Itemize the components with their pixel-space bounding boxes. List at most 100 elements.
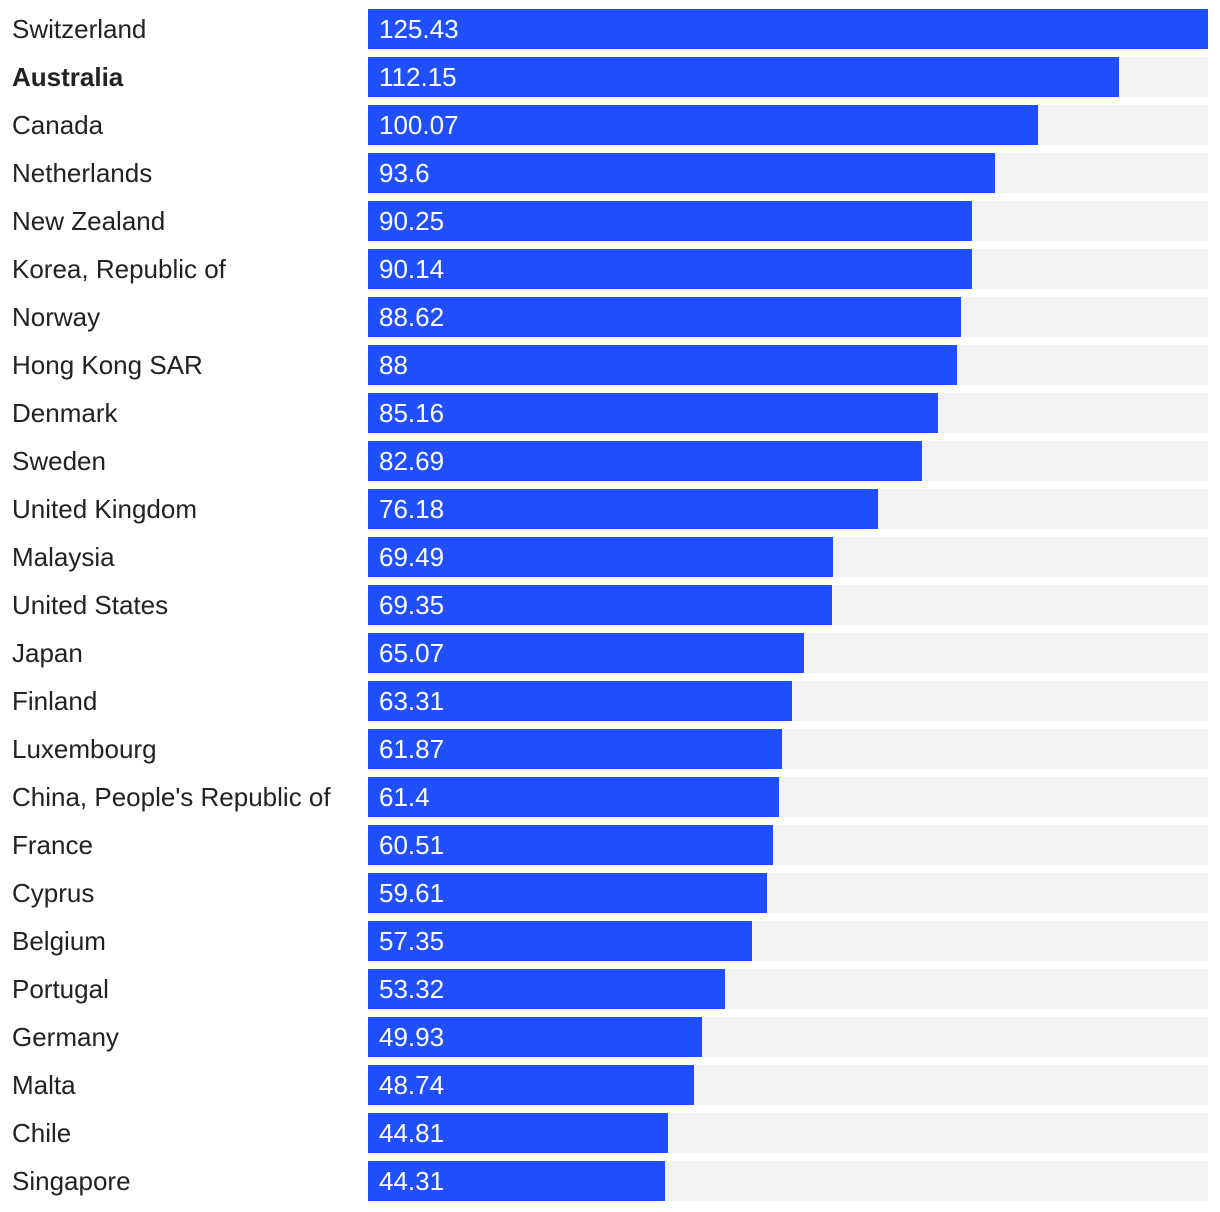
category-label: Malta (12, 1070, 76, 1100)
category-label: United Kingdom (12, 494, 197, 524)
bar-row: Portugal 53.32 (0, 969, 1220, 1009)
bar: 65.07 (368, 633, 804, 673)
category-label: Denmark (12, 398, 118, 428)
category-label: Finland (12, 686, 98, 716)
bar-row: United Kingdom 76.18 (0, 489, 1220, 529)
bar: 112.15 (368, 57, 1119, 97)
bar-row: Hong Kong SAR 88 (0, 345, 1220, 385)
bar-track: 82.69 (368, 441, 1208, 481)
data-label: 44.81 (379, 1118, 445, 1148)
data-label: 48.74 (379, 1070, 445, 1100)
bar-track: 88.62 (368, 297, 1208, 337)
bar-row: Canada 100.07 (0, 105, 1220, 145)
data-label: 61.87 (379, 734, 445, 764)
bar-row: Norway 88.62 (0, 297, 1220, 337)
data-label: 49.93 (379, 1022, 445, 1052)
bar: 93.6 (368, 153, 995, 193)
bar: 88 (368, 345, 957, 385)
data-label: 100.07 (379, 110, 459, 140)
bar-row: United States 69.35 (0, 585, 1220, 625)
bar-row: Malaysia 69.49 (0, 537, 1220, 577)
bar: 125.43 (368, 9, 1208, 49)
category-label: Germany (12, 1022, 119, 1052)
bar: 61.87 (368, 729, 782, 769)
data-label: 60.51 (379, 830, 445, 860)
bar-track: 48.74 (368, 1065, 1208, 1105)
category-label: Switzerland (12, 14, 147, 44)
data-label: 93.6 (379, 158, 430, 188)
bar-track: 90.14 (368, 249, 1208, 289)
category-label: Belgium (12, 926, 106, 956)
data-label: 53.32 (379, 974, 445, 1004)
category-label: Canada (12, 110, 104, 140)
bar: 53.32 (368, 969, 725, 1009)
bar-track: 125.43 (368, 9, 1208, 49)
bar-track: 88 (368, 345, 1208, 385)
bar-track: 61.4 (368, 777, 1208, 817)
category-label: United States (12, 590, 169, 620)
bar: 85.16 (368, 393, 938, 433)
category-label: Luxembourg (12, 734, 157, 764)
bar-track: 69.35 (368, 585, 1208, 625)
category-label: France (12, 830, 93, 860)
category-label: Korea, Republic of (12, 254, 226, 284)
category-label: Portugal (12, 974, 109, 1004)
bar-row: Japan 65.07 (0, 633, 1220, 673)
bar-row: Cyprus 59.61 (0, 873, 1220, 913)
category-label: New Zealand (12, 206, 166, 236)
category-label: Hong Kong SAR (12, 350, 203, 380)
bar: 49.93 (368, 1017, 702, 1057)
bar: 44.31 (368, 1161, 665, 1201)
data-label: 57.35 (379, 926, 445, 956)
data-label: 90.14 (379, 254, 445, 284)
bar-track: 53.32 (368, 969, 1208, 1009)
bar: 44.81 (368, 1113, 668, 1153)
bar-row: Finland 63.31 (0, 681, 1220, 721)
category-label: Chile (12, 1118, 72, 1148)
category-label: Singapore (12, 1166, 131, 1196)
bar: 82.69 (368, 441, 922, 481)
bar: 63.31 (368, 681, 792, 721)
bar-row: France 60.51 (0, 825, 1220, 865)
category-label: Malaysia (12, 542, 115, 572)
bar: 69.49 (368, 537, 833, 577)
bar-track: 93.6 (368, 153, 1208, 193)
data-label: 82.69 (379, 446, 445, 476)
category-label: Japan (12, 638, 83, 668)
data-label: 59.61 (379, 878, 445, 908)
bar-track: 44.81 (368, 1113, 1208, 1153)
data-label: 90.25 (379, 206, 445, 236)
bar: 57.35 (368, 921, 752, 961)
bar-row: Chile 44.81 (0, 1113, 1220, 1153)
bar-row: Malta 48.74 (0, 1065, 1220, 1105)
bar: 48.74 (368, 1065, 694, 1105)
category-label: Netherlands (12, 158, 153, 188)
data-label: 63.31 (379, 686, 445, 716)
bar: 90.25 (368, 201, 972, 241)
bar: 61.4 (368, 777, 779, 817)
data-label: 76.18 (379, 494, 445, 524)
category-label: Norway (12, 302, 101, 332)
bar-row: Singapore 44.31 (0, 1161, 1220, 1201)
bar-row: Switzerland 125.43 (0, 9, 1220, 49)
bar-track: 69.49 (368, 537, 1208, 577)
bar-track: 57.35 (368, 921, 1208, 961)
bar-track: 90.25 (368, 201, 1208, 241)
bar: 76.18 (368, 489, 878, 529)
category-label: Australia (12, 62, 124, 92)
bar-row: Denmark 85.16 (0, 393, 1220, 433)
bar-track: 65.07 (368, 633, 1208, 673)
category-label: Sweden (12, 446, 106, 476)
data-label: 69.35 (379, 590, 445, 620)
bar-track: 63.31 (368, 681, 1208, 721)
bar-track: 44.31 (368, 1161, 1208, 1201)
bar-row: Korea, Republic of 90.14 (0, 249, 1220, 289)
data-label: 85.16 (379, 398, 445, 428)
bar-row: New Zealand 90.25 (0, 201, 1220, 241)
bar-track: 60.51 (368, 825, 1208, 865)
data-label: 44.31 (379, 1166, 445, 1196)
bar-row: Luxembourg 61.87 (0, 729, 1220, 769)
bar: 88.62 (368, 297, 961, 337)
bar-track: 76.18 (368, 489, 1208, 529)
